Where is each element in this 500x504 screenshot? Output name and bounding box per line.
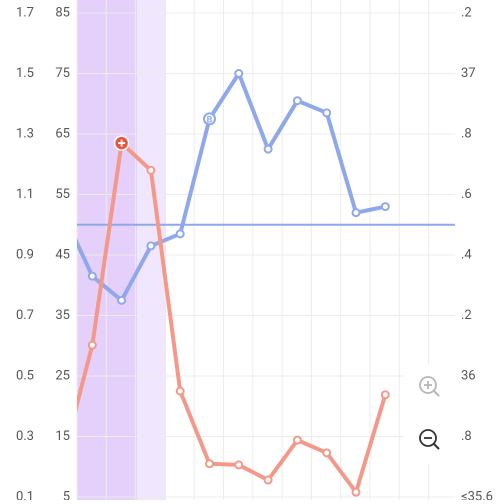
peak-icon: [118, 139, 126, 147]
point: [351, 487, 361, 497]
point: [263, 475, 273, 485]
y3-tick-label: 1.7: [16, 5, 34, 20]
y-tick-label: 65: [55, 126, 70, 141]
y2-tick-label: 37: [461, 66, 476, 81]
y2-tick-label: .8: [461, 429, 472, 444]
grid: [76, 0, 455, 500]
labeled-point: [203, 112, 216, 126]
point: [322, 448, 332, 458]
y3-tick-label: 0.1: [16, 489, 34, 500]
axis-labels: 85 75 65 55 45 35 25 15 5 1.7 1.5 1.3 1.1 0.9 0.7 0.5 0.…: [16, 5, 493, 504]
y3-tick-label: 1.5: [16, 66, 34, 81]
zoom-card: [404, 364, 456, 464]
y-tick-label: 25: [55, 368, 70, 383]
point: [175, 229, 185, 239]
y2-tick-label: .4: [461, 247, 472, 262]
y3-tick-label: 0.5: [16, 368, 34, 383]
y2-tick-label: .2: [461, 5, 472, 20]
y2-tick-label: .8: [461, 126, 472, 141]
y-tick-label: 75: [55, 66, 70, 81]
point: [234, 69, 244, 78]
y2-tick-label: ≤35.6: [461, 489, 493, 500]
y3-tick-label: 0.7: [16, 308, 34, 323]
point: [117, 295, 127, 305]
point: [205, 459, 214, 469]
y-tick-label: 35: [55, 308, 70, 323]
point: [146, 165, 156, 175]
point: [263, 144, 273, 154]
zoom-controls: [404, 364, 456, 464]
point: [60, 455, 67, 462]
point: [175, 386, 185, 396]
zoom-out-button[interactable]: [419, 429, 440, 450]
y3-tick-label: 0.9: [16, 247, 34, 262]
point: [380, 390, 390, 400]
y3-tick-label: 1.1: [16, 187, 34, 202]
point: [292, 435, 302, 445]
y-tick-label: 85: [55, 5, 70, 20]
point: [60, 209, 67, 216]
y-tick-label: 15: [55, 429, 70, 444]
y-tick-label: 55: [55, 187, 70, 202]
y-tick-label: 5: [63, 489, 70, 500]
zoom-in-button[interactable]: [419, 376, 440, 397]
point: [380, 202, 390, 212]
y2-tick-label: 36: [461, 368, 476, 383]
series-line: [77, 141, 388, 495]
point: [351, 208, 361, 218]
y3-tick-label: 1.3: [16, 126, 34, 141]
point: [146, 241, 156, 251]
point: [292, 96, 302, 106]
point: [322, 108, 332, 118]
point-label: B: [207, 115, 213, 125]
point: [87, 340, 97, 350]
y2-tick-label: .6: [461, 187, 472, 202]
plot: B: [60, 69, 455, 497]
point: [234, 460, 244, 470]
point: [87, 271, 97, 281]
series-line: [77, 71, 386, 303]
y-tick-label: 45: [55, 247, 70, 262]
y3-tick-label: 0.3: [16, 429, 34, 444]
y2-tick-label: .2: [461, 308, 472, 323]
